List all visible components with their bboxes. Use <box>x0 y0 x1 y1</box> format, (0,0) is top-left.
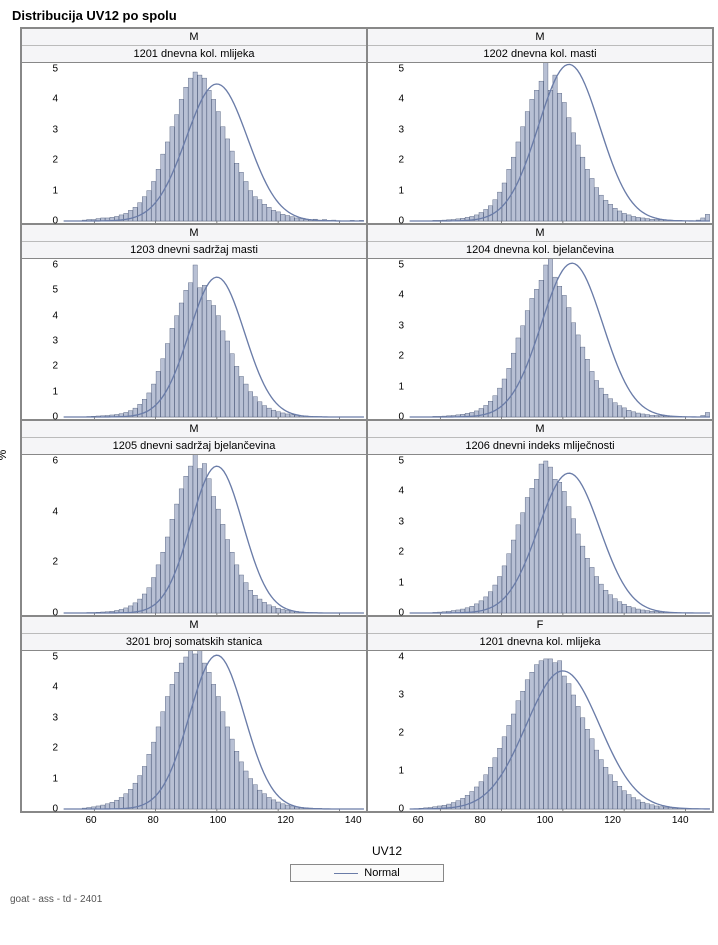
panel-header-sex: M <box>368 29 712 46</box>
x-tick: 140 <box>345 815 362 826</box>
legend-label: Normal <box>364 867 399 879</box>
chart-title: Distribucija UV12 po spolu <box>0 0 718 27</box>
histogram-panel: F1201 dnevna kol. mlijeka01234 <box>367 616 713 812</box>
plot-area: 012345 <box>22 63 366 223</box>
x-tick: 100 <box>537 815 554 826</box>
y-axis-label: % <box>0 449 9 460</box>
histogram-panel: M1202 dnevna kol. masti012345 <box>367 28 713 224</box>
panel-header-sex: M <box>22 225 366 242</box>
panel-header-sub: 1202 dnevna kol. masti <box>368 46 712 62</box>
panel-header-sex: M <box>22 29 366 46</box>
plot-area: 012345 <box>368 455 712 615</box>
plot-area: 012345 <box>368 63 712 223</box>
x-axis-label: UV12 <box>16 832 718 860</box>
panel-header-sex: M <box>368 421 712 438</box>
x-tick: 120 <box>604 815 621 826</box>
histogram-panel: M1205 dnevni sadržaj bjelančevina0246 <box>21 420 367 616</box>
chart-container: Distribucija UV12 po spolu % M1201 dnevn… <box>0 0 718 945</box>
x-tick: 60 <box>412 815 423 826</box>
x-tick: 60 <box>85 815 96 826</box>
x-axis-ticks: 60 80 100 120 140 60 80 100 120 140 <box>20 813 714 832</box>
x-tick: 80 <box>148 815 159 826</box>
footer-text: goat - ass - td - 2401 <box>0 888 718 911</box>
panel-header-sub: 1201 dnevna kol. mlijeka <box>368 634 712 650</box>
legend-swatch <box>334 873 358 874</box>
panel-header-sex: M <box>22 617 366 634</box>
panel-header-sex: M <box>368 225 712 242</box>
panel-grid: M1201 dnevna kol. mlijeka012345M1202 dne… <box>20 27 714 813</box>
panel-header-sub: 1206 dnevni indeks mliječnosti <box>368 438 712 454</box>
plot-area: 01234 <box>368 651 712 811</box>
x-tick: 100 <box>210 815 227 826</box>
panel-header-sub: 3201 broj somatskih stanica <box>22 634 366 650</box>
panel-header-sub: 1205 dnevni sadržaj bjelančevina <box>22 438 366 454</box>
plot-area: 0123456 <box>22 259 366 419</box>
histogram-panel: M1201 dnevna kol. mlijeka012345 <box>21 28 367 224</box>
panel-header-sub: 1201 dnevna kol. mlijeka <box>22 46 366 62</box>
x-tick: 80 <box>475 815 486 826</box>
histogram-panel: M1203 dnevni sadržaj masti0123456 <box>21 224 367 420</box>
histogram-panel: M1204 dnevna kol. bjelančevina012345 <box>367 224 713 420</box>
x-tick: 140 <box>672 815 689 826</box>
histogram-panel: M3201 broj somatskih stanica012345 <box>21 616 367 812</box>
plot-area: 012345 <box>22 651 366 811</box>
panel-header-sex: M <box>22 421 366 438</box>
plot-area: 012345 <box>368 259 712 419</box>
panel-header-sex: F <box>368 617 712 634</box>
plot-area: 0246 <box>22 455 366 615</box>
legend: Normal <box>290 864 444 882</box>
x-tick: 120 <box>277 815 294 826</box>
histogram-panel: M1206 dnevni indeks mliječnosti012345 <box>367 420 713 616</box>
panel-header-sub: 1204 dnevna kol. bjelančevina <box>368 242 712 258</box>
panel-header-sub: 1203 dnevni sadržaj masti <box>22 242 366 258</box>
